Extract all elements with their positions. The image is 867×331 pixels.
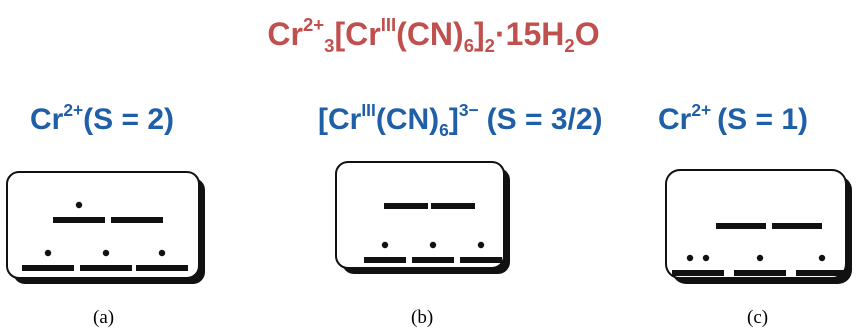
formula-cyanide-count: 6 — [463, 35, 475, 57]
heading-b-charge: 3− — [458, 99, 479, 120]
formula-cr: Cr — [267, 16, 303, 52]
electron-dot — [158, 249, 166, 257]
formula-complex-open: [Cr — [334, 16, 381, 52]
lower-level-orbital — [460, 257, 502, 263]
formula-complex-count: 2 — [484, 35, 495, 57]
upper-level-orbital — [772, 223, 822, 229]
energy-level-panel-c — [665, 169, 852, 284]
heading-b-cyanide-count: 6 — [439, 119, 449, 140]
formula-complex-close: ] — [474, 16, 485, 52]
heading-b-close: ] — [448, 103, 459, 136]
heading-b-open: [Cr — [318, 103, 362, 136]
upper-level-orbital — [716, 223, 766, 229]
electron-dot — [686, 254, 694, 262]
electron-dot — [818, 254, 826, 262]
compound-formula: Cr2+3[CrIII(CN)6]2·15H2O — [0, 15, 867, 55]
lower-level-orbital — [22, 265, 74, 271]
formula-water: ·15H — [495, 16, 565, 52]
heading-b-cyanide: (CN) — [375, 103, 440, 136]
upper-level-orbital — [384, 203, 428, 209]
electron-dot — [44, 249, 52, 257]
lower-level-orbital — [364, 257, 406, 263]
formula-cr-charge: 2+ — [302, 14, 325, 36]
heading-c-spin: (S = 1) — [717, 103, 809, 136]
panel-label-b: (b) — [411, 307, 434, 328]
panel-label-a: (a) — [93, 307, 115, 328]
heading-b-spin: (S = 3/2) — [486, 103, 603, 136]
electron-dot — [702, 254, 710, 262]
heading-a-spin: (S = 2) — [83, 103, 175, 136]
lower-level-orbital — [734, 270, 786, 276]
formula-oxygen: O — [574, 16, 600, 52]
heading-a: Cr2+(S = 2) — [30, 101, 175, 136]
lower-level-orbital — [796, 270, 848, 276]
electron-dot — [102, 249, 110, 257]
upper-level-orbital — [111, 217, 163, 223]
formula-oxidation-state: III — [380, 14, 397, 36]
upper-level-orbital — [431, 203, 475, 209]
lower-level-orbital — [136, 265, 188, 271]
electron-dot — [756, 254, 764, 262]
heading-b-oxidation-state: III — [361, 99, 376, 120]
heading-c-element: Cr — [658, 103, 692, 136]
upper-level-orbital — [53, 217, 105, 223]
heading-a-element: Cr — [30, 103, 64, 136]
panel-frame — [335, 161, 505, 269]
lower-level-orbital — [412, 257, 454, 263]
lower-level-orbital — [672, 270, 724, 276]
electron-dot — [381, 241, 389, 249]
lower-level-orbital — [80, 265, 132, 271]
formula-cr-count: 3 — [324, 35, 335, 57]
panel-label-c: (c) — [747, 307, 769, 328]
electron-dot — [75, 201, 83, 209]
formula-cyanide: (CN) — [396, 16, 464, 52]
heading-c: Cr2+ (S = 1) — [658, 101, 809, 136]
energy-level-panel-a — [6, 171, 205, 284]
formula-water-h-count: 2 — [564, 35, 575, 57]
heading-c-charge: 2+ — [691, 99, 712, 120]
electron-dot — [477, 241, 485, 249]
energy-level-panel-b — [335, 161, 510, 274]
electron-dot — [429, 241, 437, 249]
heading-a-charge: 2+ — [63, 99, 84, 120]
heading-b: [CrIII(CN)6]3− (S = 3/2) — [318, 101, 603, 138]
panel-frame — [6, 171, 200, 279]
